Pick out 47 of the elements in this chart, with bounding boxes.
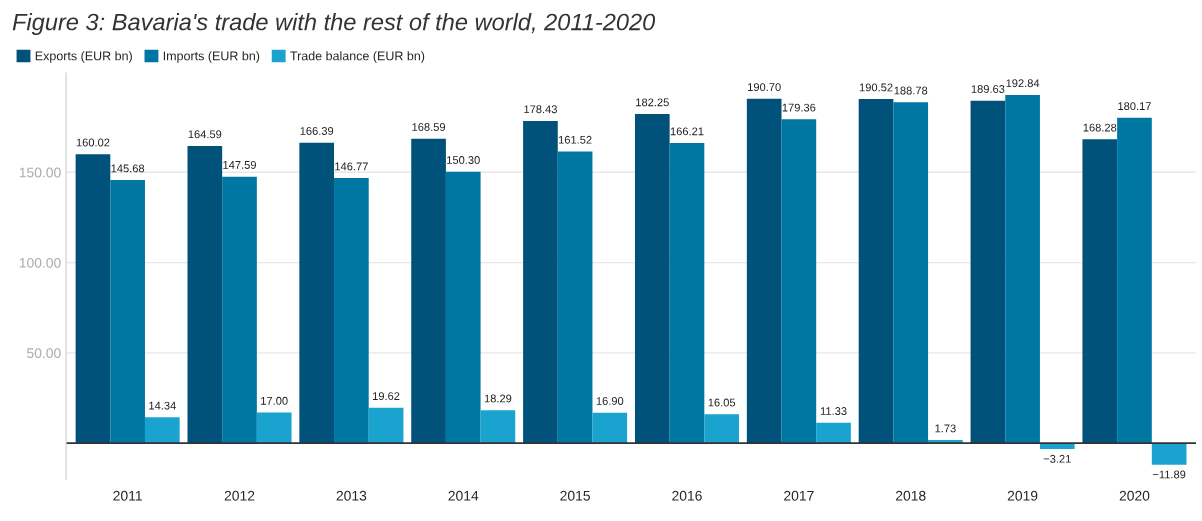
data-label: 180.17 [1118,102,1151,111]
data-label: 182.25 [636,98,669,107]
data-label: 145.68 [111,164,145,173]
data-label: 160.02 [76,138,110,147]
data-label: 19.62 [373,392,400,401]
data-label: 168.59 [412,123,446,131]
data-label: 188.78 [894,86,928,95]
data-label: 17.00 [261,396,288,405]
legend-label: Trade balance (EUR bn) [290,51,425,63]
data-label: 164.59 [188,130,222,139]
data-label: 16.05 [708,398,736,407]
x-tick-label: 2015 [560,490,590,501]
data-label: 146.77 [335,162,368,171]
x-tick-label: 2013 [336,490,367,501]
x-tick-label: 2017 [784,490,814,501]
x-tick-label: 2019 [1007,490,1038,501]
data-label: 14.34 [149,401,176,410]
data-label: 18.29 [484,394,512,403]
y-tick-label: 50.00 [27,348,61,359]
data-label: 190.52 [859,83,893,92]
data-label: 11.33 [820,407,847,415]
data-label: 178.43 [524,105,557,114]
data-label: 16.90 [596,397,624,405]
data-label: 189.63 [971,85,1005,93]
data-label: 179.36 [782,103,816,112]
data-label: 1.73 [935,424,956,433]
x-tick-label: 2018 [895,490,926,501]
data-label: 150.30 [447,156,480,164]
data-label: 166.21 [670,127,704,136]
data-label: 147.59 [223,161,256,169]
data-label: 161.52 [558,135,592,144]
x-tick-label: 2020 [1119,490,1150,501]
x-tick-label: 2014 [448,490,479,501]
x-tick-label: 2016 [672,490,702,501]
data-label: −11.89 [1152,470,1186,479]
data-label: 190.70 [748,83,781,92]
x-tick-label: 2012 [224,490,255,501]
legend-label: Exports (EUR bn) [35,51,132,63]
y-tick-label: 150.00 [19,167,61,178]
data-label: −3.21 [1043,454,1071,463]
data-label: 192.84 [1006,79,1040,88]
chart-title: Figure 3: Bavaria's trade with the rest of the world, 2011-2020 [12,13,656,36]
data-label: 166.39 [300,127,334,135]
legend-label: Imports (EUR bn) [163,51,260,63]
data-label: 168.28 [1083,123,1117,132]
x-tick-label: 2011 [113,490,142,501]
y-tick-label: 100.00 [19,257,61,268]
